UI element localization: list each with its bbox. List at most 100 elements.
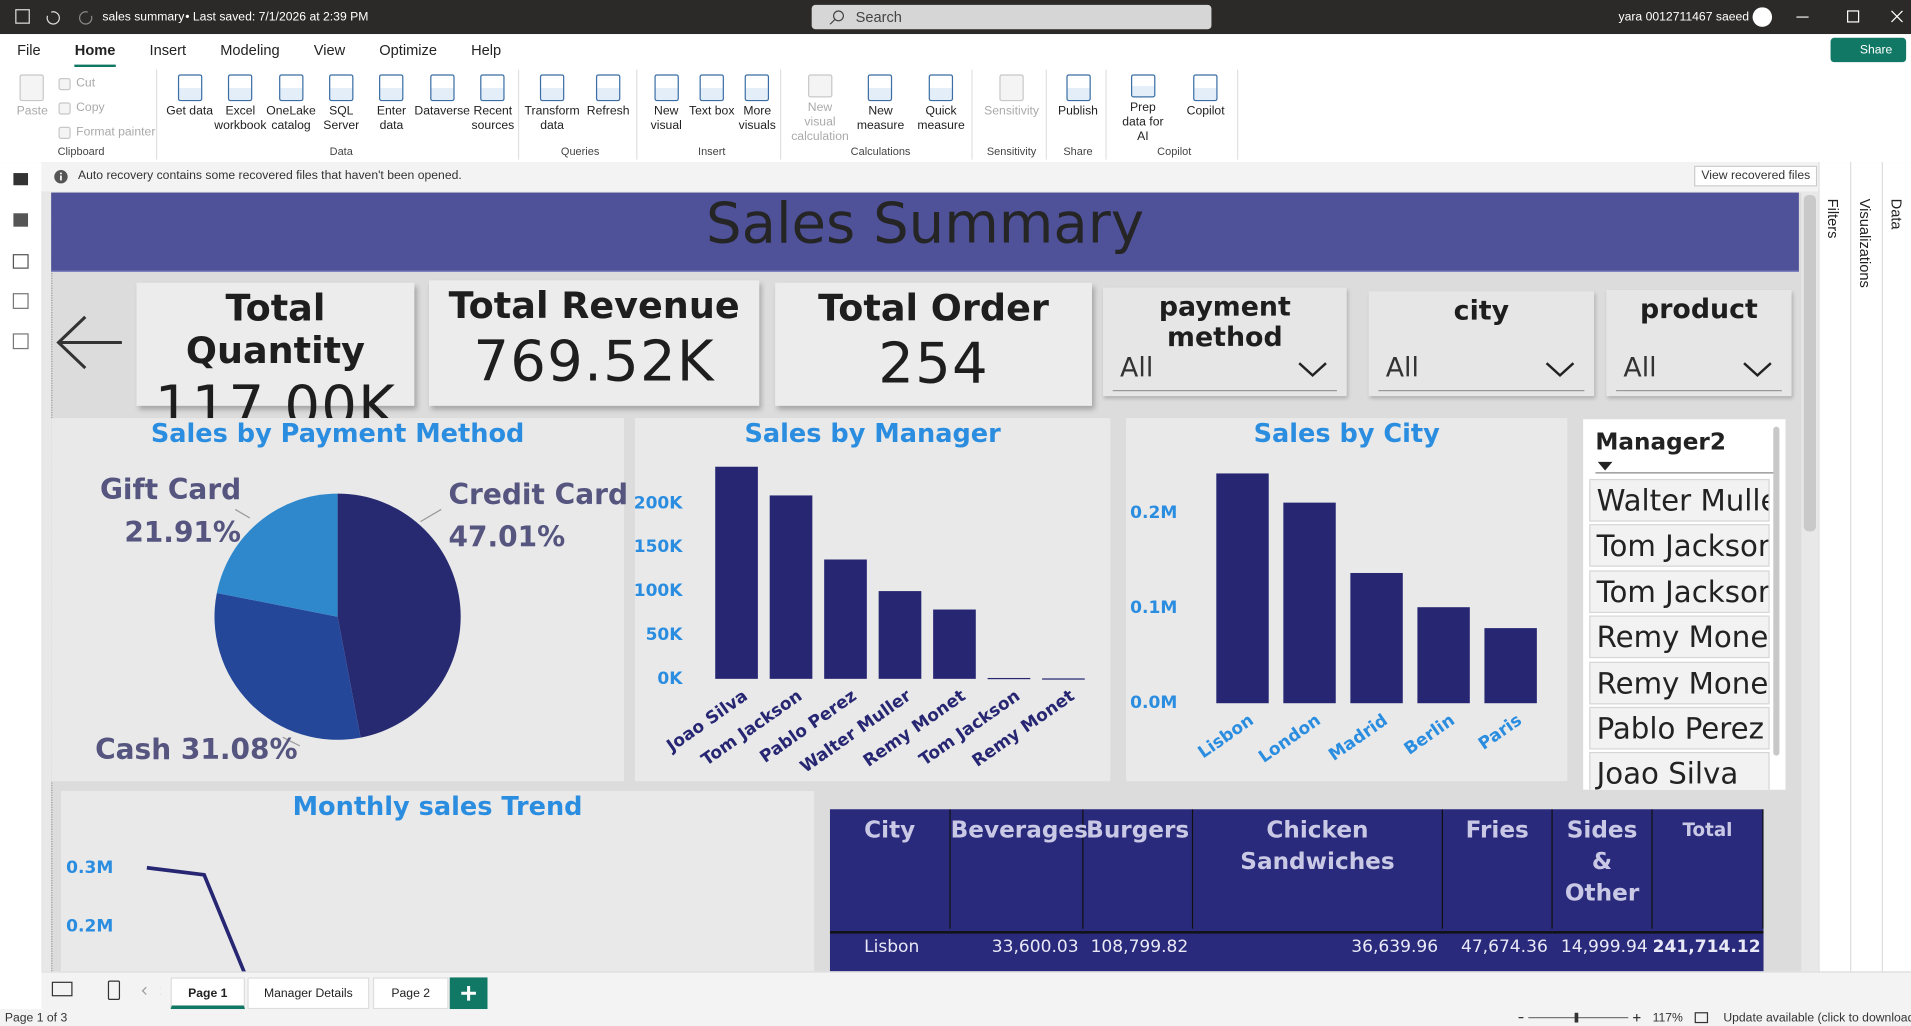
- ribbon-button[interactable]: Prep data for AI: [1117, 69, 1168, 145]
- ribbon-button[interactable]: OneLake catalog: [266, 69, 316, 145]
- menu-bar: File Home Insert Modeling View Optimize Help: [0, 34, 1911, 68]
- ribbon-button[interactable]: Refresh: [583, 69, 634, 145]
- page-tab[interactable]: Manager Details: [247, 977, 370, 1010]
- ribbon-icon: [1193, 74, 1218, 102]
- ribbon-icon: [595, 74, 621, 102]
- ribbon-button[interactable]: Sensitivity: [984, 69, 1039, 145]
- user-name[interactable]: yara 0012711467 saeed: [1618, 10, 1750, 25]
- ribbon-label: Dataverse: [414, 104, 470, 119]
- slicer-item[interactable]: Remy Monet: [1589, 661, 1770, 704]
- filters-pane[interactable]: Filters: [1818, 162, 1852, 1010]
- slicer[interactable]: city All: [1368, 291, 1595, 397]
- save-status[interactable]: • Last saved: 7/1/2026 at 2:39 PM: [185, 10, 369, 25]
- ribbon-label: Copy: [76, 101, 105, 115]
- ribbon-button[interactable]: New visual calculation: [791, 69, 849, 145]
- menu-tab[interactable]: View: [313, 41, 346, 59]
- ribbon-button[interactable]: Quick measure: [915, 69, 966, 145]
- ribbon-button[interactable]: SQL Server: [316, 69, 366, 145]
- ribbon-icon: [699, 74, 724, 102]
- title-bar: sales summary • Last saved: 7/1/2026 at …: [0, 0, 1911, 35]
- ribbon-button[interactable]: Enter data: [366, 69, 416, 145]
- menu-tab[interactable]: Modeling: [220, 41, 280, 59]
- slicer-item[interactable]: Pablo Perez: [1589, 706, 1770, 750]
- ribbon-button[interactable]: Copilot: [1180, 69, 1231, 145]
- slicer-dropdown[interactable]: All: [1378, 349, 1585, 392]
- view-icons: [12, 173, 29, 350]
- slicer-item[interactable]: Remy Monet: [1589, 615, 1770, 659]
- card-value: 769.52K: [473, 327, 715, 394]
- ribbon-button[interactable]: Dataverse: [414, 69, 470, 145]
- search-box[interactable]: Search: [811, 4, 1212, 30]
- menu-tab[interactable]: File: [17, 41, 41, 59]
- ribbon-button[interactable]: Text box: [689, 69, 734, 145]
- zoom-slider[interactable]: [1511, 1012, 1657, 1024]
- ribbon-button[interactable]: Cut: [59, 72, 155, 96]
- ribbon-group-name: Insert: [698, 145, 726, 158]
- slicer-item[interactable]: Tom Jackson: [1589, 570, 1770, 613]
- ribbon-button[interactable]: Get data: [165, 69, 215, 145]
- slicer-dropdown[interactable]: All: [1616, 349, 1782, 392]
- pane-label: Data: [1887, 198, 1905, 230]
- slicer-item[interactable]: Walter Muller: [1589, 478, 1770, 522]
- menu-tab[interactable]: Optimize: [379, 41, 437, 59]
- table-cell: 33,600.03: [950, 931, 1084, 958]
- ribbon-button[interactable]: Copy: [59, 96, 155, 120]
- ribbon-label: Copilot: [1186, 104, 1225, 119]
- slicer-item[interactable]: Tom Jackson: [1589, 524, 1770, 568]
- ribbon-label: OneLake catalog: [266, 104, 316, 133]
- ribbon-button[interactable]: Format painter: [59, 121, 155, 145]
- view-recovered-button[interactable]: View recovered files: [1694, 165, 1818, 187]
- slicer-dropdown[interactable]: All: [1112, 349, 1337, 392]
- new-page-button[interactable]: [449, 977, 488, 1010]
- ribbon-button[interactable]: Recent sources: [468, 69, 518, 145]
- canvas-scrollbar[interactable]: [1803, 195, 1816, 532]
- ribbon-button[interactable]: Paste: [7, 69, 58, 145]
- pie-panel: [51, 418, 624, 782]
- menu-tab[interactable]: Help: [471, 41, 502, 59]
- visualizations-pane[interactable]: Visualizations: [1850, 162, 1883, 1010]
- menu-tab[interactable]: Insert: [149, 41, 187, 59]
- ribbon-icon: [1065, 74, 1091, 102]
- page-tab[interactable]: Page 1: [170, 977, 245, 1010]
- ribbon-button[interactable]: New visual: [644, 69, 689, 145]
- view-sidebar: [0, 162, 43, 972]
- back-button[interactable]: [54, 307, 127, 380]
- slicer[interactable]: payment method All: [1102, 287, 1347, 397]
- ribbon-label: More visuals: [738, 104, 776, 133]
- ribbon-icon: [999, 74, 1024, 102]
- scrollbar[interactable]: [1773, 426, 1780, 756]
- sort-indicator: [1595, 461, 1779, 474]
- kpi-card: Total Revenue 769.52K: [429, 280, 760, 406]
- window-controls: [1752, 7, 1903, 27]
- ribbon-button[interactable]: New measure: [855, 69, 906, 145]
- table-cell: 47,674.36: [1443, 931, 1553, 958]
- ribbon-icon: [928, 74, 954, 102]
- ribbon-group: Publish Share: [1051, 69, 1107, 160]
- ribbon-button[interactable]: Excel workbook: [214, 69, 266, 145]
- slicer-value: All: [1120, 353, 1154, 384]
- menu-tab[interactable]: Home: [58, 34, 133, 68]
- slicer-title: city: [1453, 296, 1510, 327]
- ribbon-icon: [654, 74, 679, 102]
- page-count: Page 1 of 3: [4, 1011, 68, 1025]
- page-tab[interactable]: Page 2: [372, 977, 449, 1010]
- bar-panel: [634, 418, 1111, 782]
- update-notice[interactable]: Update available (click to download): [1723, 1011, 1911, 1025]
- matrix-table: City Beverages Burgers Chicken Sandwiches Fr…: [829, 809, 1764, 972]
- data-pane[interactable]: Data: [1881, 162, 1911, 1010]
- ribbon-icon: [429, 74, 455, 102]
- share-button[interactable]: Share: [1830, 37, 1907, 63]
- status-bar: Page 1 of 3 117% Update available (click…: [0, 1009, 1911, 1026]
- ribbon-button[interactable]: Publish: [1052, 69, 1103, 145]
- ribbon-label: Recent sources: [471, 104, 515, 133]
- ribbon-button[interactable]: More visuals: [734, 69, 779, 145]
- chevron: [1545, 362, 1575, 378]
- ribbon-group-name: Clipboard: [57, 145, 105, 158]
- slicer[interactable]: product All: [1606, 290, 1792, 397]
- slicer-item[interactable]: Joao Silva: [1589, 752, 1770, 790]
- ribbon-button[interactable]: Transform data: [525, 69, 580, 145]
- slicer-title: product: [1640, 294, 1758, 326]
- page-tabs: Page 1 Manager Details Page 2: [41, 971, 1911, 1011]
- fit-icon[interactable]: [1694, 1012, 1709, 1024]
